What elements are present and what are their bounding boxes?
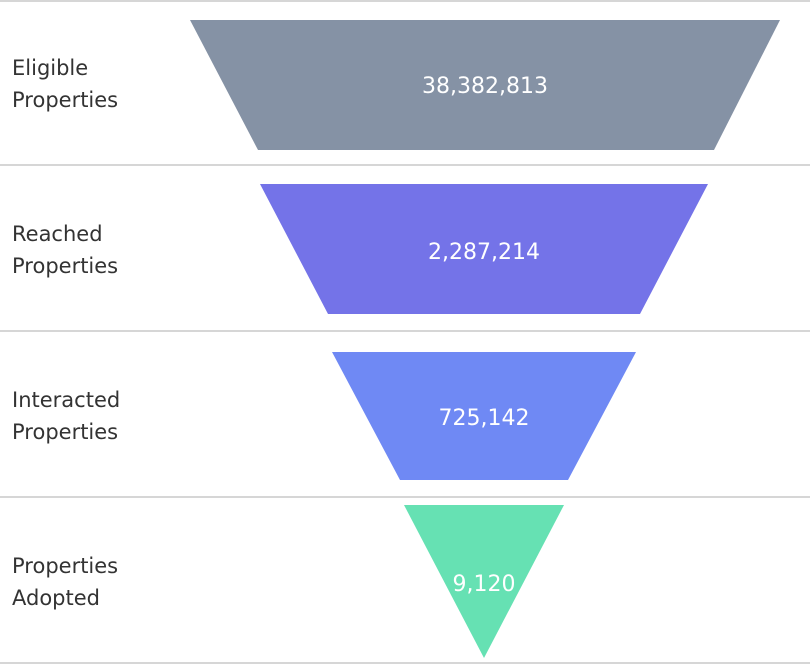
top-divider xyxy=(0,0,810,2)
funnel-stage-reached xyxy=(260,184,708,314)
row-divider xyxy=(0,496,810,498)
funnel-stage-adopted xyxy=(404,505,564,658)
value-label-eligible: 38,382,813 xyxy=(422,74,548,99)
stage-label-reached: Reached Properties xyxy=(12,222,119,278)
row-divider xyxy=(0,330,810,332)
bottom-divider xyxy=(0,662,810,664)
stage-label-interacted: Interacted Properties xyxy=(12,388,121,444)
funnel-stage-interacted xyxy=(332,352,636,480)
stage-label-eligible: Eligible Properties xyxy=(12,56,119,112)
row-divider xyxy=(0,164,810,166)
funnel-stage-eligible xyxy=(190,20,780,150)
value-label-adopted: 9,120 xyxy=(453,572,516,597)
value-label-reached: 2,287,214 xyxy=(428,240,540,265)
stage-label-adopted: Properties Adopted xyxy=(12,554,119,610)
value-label-interacted: 725,142 xyxy=(439,406,530,431)
